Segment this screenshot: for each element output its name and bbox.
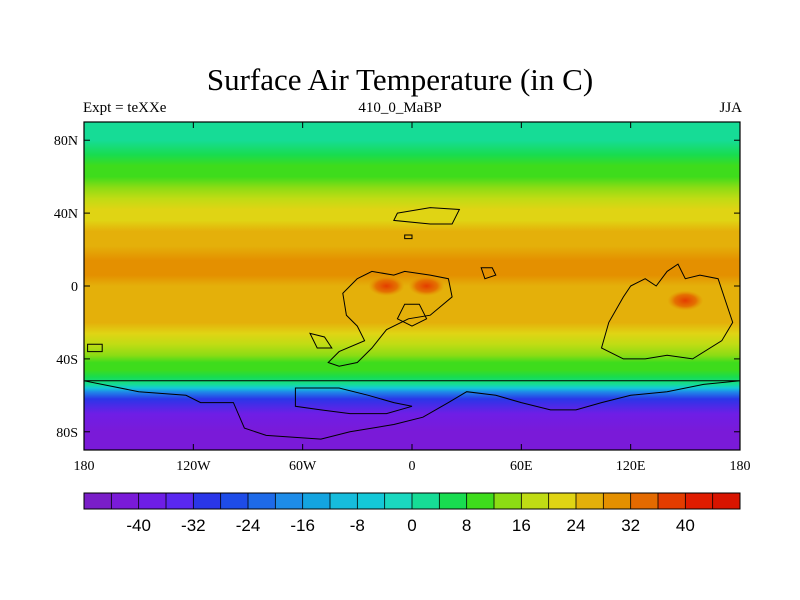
- colorbar-label-1: -32: [181, 516, 206, 535]
- colorbar-box-16: [521, 493, 550, 509]
- outline-gondwana: [327, 270, 453, 367]
- colorbar-label-5: 0: [407, 516, 416, 535]
- x-tick-label-6: 180: [730, 459, 751, 474]
- colorbar-box-6: [248, 493, 276, 509]
- outline-antarctic-coast: [84, 380, 740, 440]
- y-tick-label-0: 80N: [54, 134, 78, 149]
- y-tick-label-2: 0: [71, 280, 78, 295]
- hot-spot-2: [667, 290, 704, 311]
- colorbar-box-9: [330, 493, 358, 509]
- colorbar-box-13: [439, 493, 468, 509]
- season-label: JJA: [719, 100, 742, 116]
- y-tick-label-3: 40S: [56, 353, 78, 368]
- colorbar-box-7: [275, 493, 304, 509]
- colorbar: -40 -32 -24 -16 -8 0 8 16 24 32 40: [83, 492, 741, 535]
- colorbar-box-17: [548, 493, 577, 509]
- colorbar-box-5: [220, 493, 249, 509]
- colorbar-label-10: 40: [676, 516, 695, 535]
- colorbar-box-12: [412, 493, 440, 509]
- outline-small-islet-a: [404, 234, 413, 240]
- colorbar-label-0: -40: [126, 516, 151, 535]
- colorbar-box-21: [658, 493, 686, 509]
- colorbar-box-22: [685, 493, 714, 509]
- x-tick-label-4: 60E: [510, 459, 533, 474]
- colorbar-box-23: [712, 493, 741, 509]
- x-tick-label-2: 60W: [289, 459, 317, 474]
- outline-gondwana-inner-east: [396, 303, 428, 327]
- x-tick-label-1: 120W: [176, 459, 211, 474]
- experiment-label: Expt = teXXe: [83, 100, 167, 116]
- hot-spot-0: [368, 276, 405, 296]
- x-tick-label-3: 0: [409, 459, 416, 474]
- colorbar-frame: [83, 492, 741, 510]
- y-tick-label-1: 40N: [54, 207, 78, 222]
- colorbar-label-4: -8: [350, 516, 365, 535]
- x-tick-label-0: 180: [74, 459, 95, 474]
- outline-west-small-b: [87, 343, 103, 353]
- hot-spot-1: [408, 276, 445, 296]
- colorbar-box-4: [193, 493, 222, 509]
- colorbar-box-10: [357, 493, 386, 509]
- colorbar-box-18: [576, 493, 604, 509]
- outline-north-island: [393, 207, 461, 225]
- colorbar-box-1: [111, 493, 140, 509]
- outline-small-islet-b: [480, 267, 497, 280]
- colorbar-box-0: [84, 493, 112, 509]
- colorbar-label-8: 24: [567, 516, 586, 535]
- land-outlines-group: [84, 207, 740, 440]
- colorbar-label-2: -24: [236, 516, 261, 535]
- x-tick-label-5: 120E: [616, 459, 646, 474]
- y-tick-label-4: 80S: [56, 426, 78, 441]
- colorbar-box-11: [384, 493, 413, 509]
- colorbar-label-6: 8: [462, 516, 471, 535]
- age-label: 410_0_MaBP: [358, 100, 442, 116]
- colorbar-box-3: [166, 493, 194, 509]
- chart-title: Surface Air Temperature (in C): [206, 62, 594, 97]
- colorbar-box-8: [302, 493, 331, 509]
- hot-spots-group: [368, 276, 704, 311]
- colorbar-label-9: 32: [621, 516, 640, 535]
- colorbar-box-14: [466, 493, 495, 509]
- outline-west-small-a: [309, 332, 333, 349]
- axis-ticks: 180 120W 60W 0 60E 120E 180 80N 40N 0 40S 80S: [54, 122, 751, 474]
- map-field: [84, 122, 740, 450]
- colorbar-label-3: -16: [290, 516, 315, 535]
- outline-antarctic-inner: [294, 387, 413, 415]
- colorbar-box-15: [494, 493, 522, 509]
- colorbar-label-7: 16: [512, 516, 531, 535]
- colorbar-box-20: [630, 493, 659, 509]
- outline-east-block: [600, 263, 734, 360]
- colorbar-box-2: [138, 493, 167, 509]
- colorbar-box-19: [603, 493, 632, 509]
